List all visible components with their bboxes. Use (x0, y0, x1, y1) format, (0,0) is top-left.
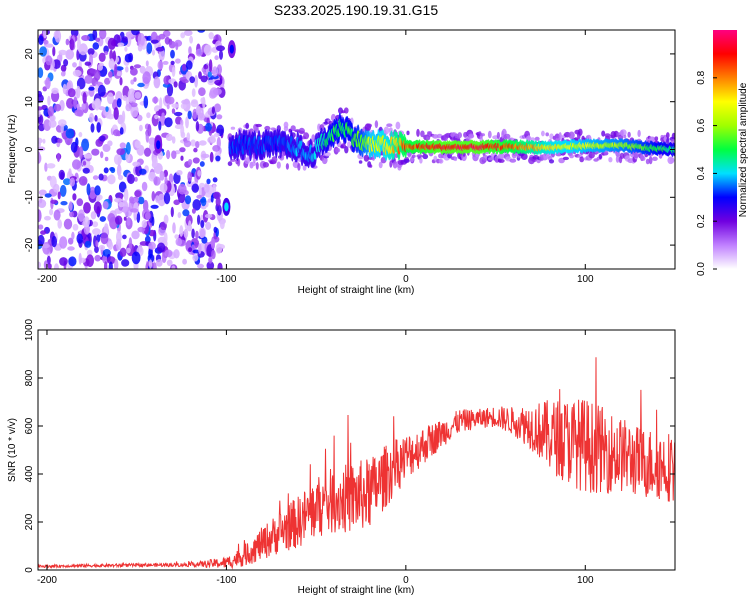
snr-series-line (38, 357, 675, 570)
spectrogram-xlabel: Height of straight line (km) (298, 285, 415, 296)
colorbar-gradient (713, 30, 737, 269)
snr-ytick-label: 200 (24, 513, 35, 530)
snr-xtick-label: 100 (577, 575, 594, 586)
snr-xtick-label: -200 (37, 575, 57, 586)
colorbar-tick-label: 0.2 (696, 214, 707, 228)
snr-ytick-label: 400 (24, 465, 35, 482)
snr-ytick-label: 1000 (24, 318, 35, 341)
spectrogram-ytick-label: -10 (24, 190, 35, 205)
snr-ytick-label: 600 (24, 417, 35, 434)
figure-title: S233.2025.190.19.31.G15 (274, 2, 438, 18)
spectrogram-xtick-label: -100 (216, 274, 236, 285)
snr-ylabel: SNR (10 * v/v) (7, 418, 18, 482)
spectrogram-ytick-label: 0 (24, 146, 35, 152)
snr-xtick-label: -100 (216, 575, 236, 586)
colorbar-tick-label: 0.4 (696, 166, 707, 180)
colorbar-tick-label: 0.6 (696, 118, 707, 132)
spectrogram-xtick-label: 100 (577, 274, 594, 285)
spectrogram-features (154, 40, 236, 216)
spectrogram-xtick-label: 0 (403, 274, 409, 285)
spectrogram-xtick-label: -200 (37, 274, 57, 285)
snr-xlabel: Height of straight line (km) (298, 585, 415, 596)
snr-ytick-label: 0 (24, 567, 35, 573)
colorbar-tick-label: 0.8 (696, 70, 707, 84)
spectrogram-ytick-label: -20 (24, 237, 35, 252)
snr-xtick-label: 0 (403, 575, 409, 586)
spectrogram-ylabel: Frequency (Hz) (7, 115, 18, 184)
colorbar-tick-label: 0.0 (696, 262, 707, 276)
colorbar-ticks: 0.0 0.2 0.4 0.6 0.8 (696, 70, 717, 276)
colorbar: 0.0 0.2 0.4 0.6 0.8 Normalized spectral ampl… (696, 30, 749, 276)
snr-background (38, 330, 675, 570)
snr-frame (37, 329, 676, 571)
spectrogram-ytick-label: 20 (24, 48, 35, 60)
spectrogram-ytick-label: 10 (24, 96, 35, 108)
colorbar-label: Normalized spectral amplitude (738, 82, 749, 217)
snr-ytick-label: 800 (24, 369, 35, 386)
spectrogram-signal-ridge (227, 107, 675, 171)
